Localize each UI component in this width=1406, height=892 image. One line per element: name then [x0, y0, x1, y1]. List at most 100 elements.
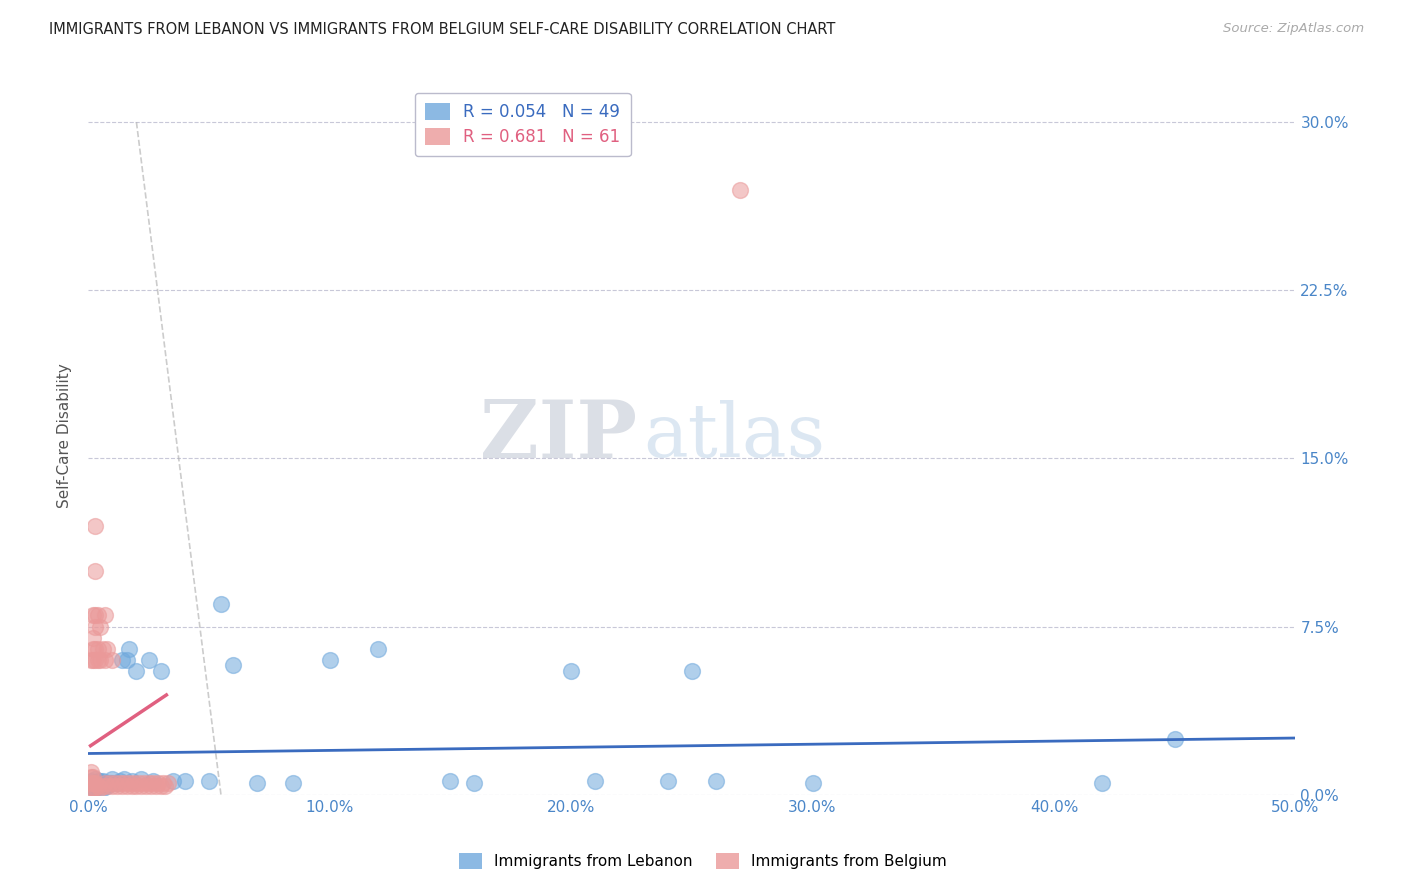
Point [82, 776, 104, 790]
Point [91, 779, 114, 793]
Point [152, 776, 174, 790]
Point [84, 776, 107, 790]
Point [82, 780, 104, 795]
Point [82, 653, 104, 667]
Point [87, 608, 110, 623]
Point [98, 776, 121, 790]
Point [173, 774, 195, 789]
Point [1091, 776, 1114, 790]
Point [132, 776, 155, 790]
Point [82, 631, 104, 645]
Point [96, 779, 118, 793]
Point [91, 774, 114, 789]
Point [105, 776, 128, 790]
Point [129, 772, 152, 786]
Point [89, 619, 111, 633]
Point [84, 780, 107, 795]
Point [704, 774, 727, 789]
Point [681, 665, 703, 679]
Point [89, 774, 111, 789]
Point [156, 776, 179, 790]
Point [112, 776, 135, 790]
Point [105, 779, 128, 793]
Point [108, 776, 131, 790]
Point [112, 772, 135, 786]
Point [115, 779, 138, 793]
Point [138, 776, 160, 790]
Point [149, 665, 172, 679]
Point [87, 653, 110, 667]
Legend: Immigrants from Lebanon, Immigrants from Belgium: Immigrants from Lebanon, Immigrants from… [453, 847, 953, 875]
Point [108, 774, 131, 789]
Point [162, 774, 184, 789]
Point [91, 642, 114, 657]
Point [209, 597, 232, 611]
Point [222, 657, 245, 672]
Text: IMMIGRANTS FROM LEBANON VS IMMIGRANTS FROM BELGIUM SELF-CARE DISABILITY CORRELAT: IMMIGRANTS FROM LEBANON VS IMMIGRANTS FR… [49, 22, 835, 37]
Point [84, 772, 107, 786]
Point [87, 774, 110, 789]
Point [94, 653, 117, 667]
Point [96, 779, 118, 793]
Point [283, 776, 305, 790]
Point [145, 779, 167, 793]
Point [84, 776, 107, 790]
Point [96, 642, 118, 657]
Point [79, 770, 101, 784]
Point [111, 779, 134, 793]
Point [94, 776, 117, 790]
Point [89, 779, 111, 793]
Point [657, 774, 679, 789]
Point [125, 665, 148, 679]
Point [79, 780, 101, 795]
Text: Source: ZipAtlas.com: Source: ZipAtlas.com [1223, 22, 1364, 36]
Point [84, 653, 107, 667]
Point [79, 779, 101, 793]
Point [138, 653, 160, 667]
Point [115, 653, 138, 667]
Point [104, 776, 127, 790]
Point [87, 779, 110, 793]
Point [84, 564, 107, 578]
Point [128, 776, 150, 790]
Point [121, 779, 143, 793]
Point [82, 780, 104, 795]
Point [84, 780, 107, 795]
Point [118, 642, 141, 657]
Point [1164, 731, 1187, 746]
Point [101, 772, 124, 786]
Point [318, 653, 340, 667]
Point [91, 780, 114, 795]
Point [98, 776, 121, 790]
Point [82, 770, 104, 784]
Point [439, 774, 461, 789]
Point [84, 518, 107, 533]
Point [82, 642, 104, 657]
Text: ZIP: ZIP [481, 397, 637, 475]
Point [121, 774, 143, 789]
Point [94, 608, 117, 623]
Point [801, 776, 824, 790]
Point [367, 642, 389, 657]
Point [560, 665, 582, 679]
Point [87, 779, 110, 793]
Point [89, 780, 111, 795]
Point [148, 776, 170, 790]
Point [89, 653, 111, 667]
Point [87, 642, 110, 657]
Point [82, 608, 104, 623]
Point [155, 779, 177, 793]
Point [135, 779, 157, 793]
Point [118, 776, 141, 790]
Point [125, 779, 148, 793]
Point [79, 774, 101, 789]
Point [84, 642, 107, 657]
Legend: R = 0.054   N = 49, R = 0.681   N = 61: R = 0.054 N = 49, R = 0.681 N = 61 [415, 93, 630, 156]
Point [94, 776, 117, 790]
Point [142, 774, 165, 789]
Point [79, 765, 101, 780]
Point [139, 779, 162, 793]
Y-axis label: Self-Care Disability: Self-Care Disability [58, 364, 72, 508]
Point [246, 776, 269, 790]
Point [129, 779, 152, 793]
